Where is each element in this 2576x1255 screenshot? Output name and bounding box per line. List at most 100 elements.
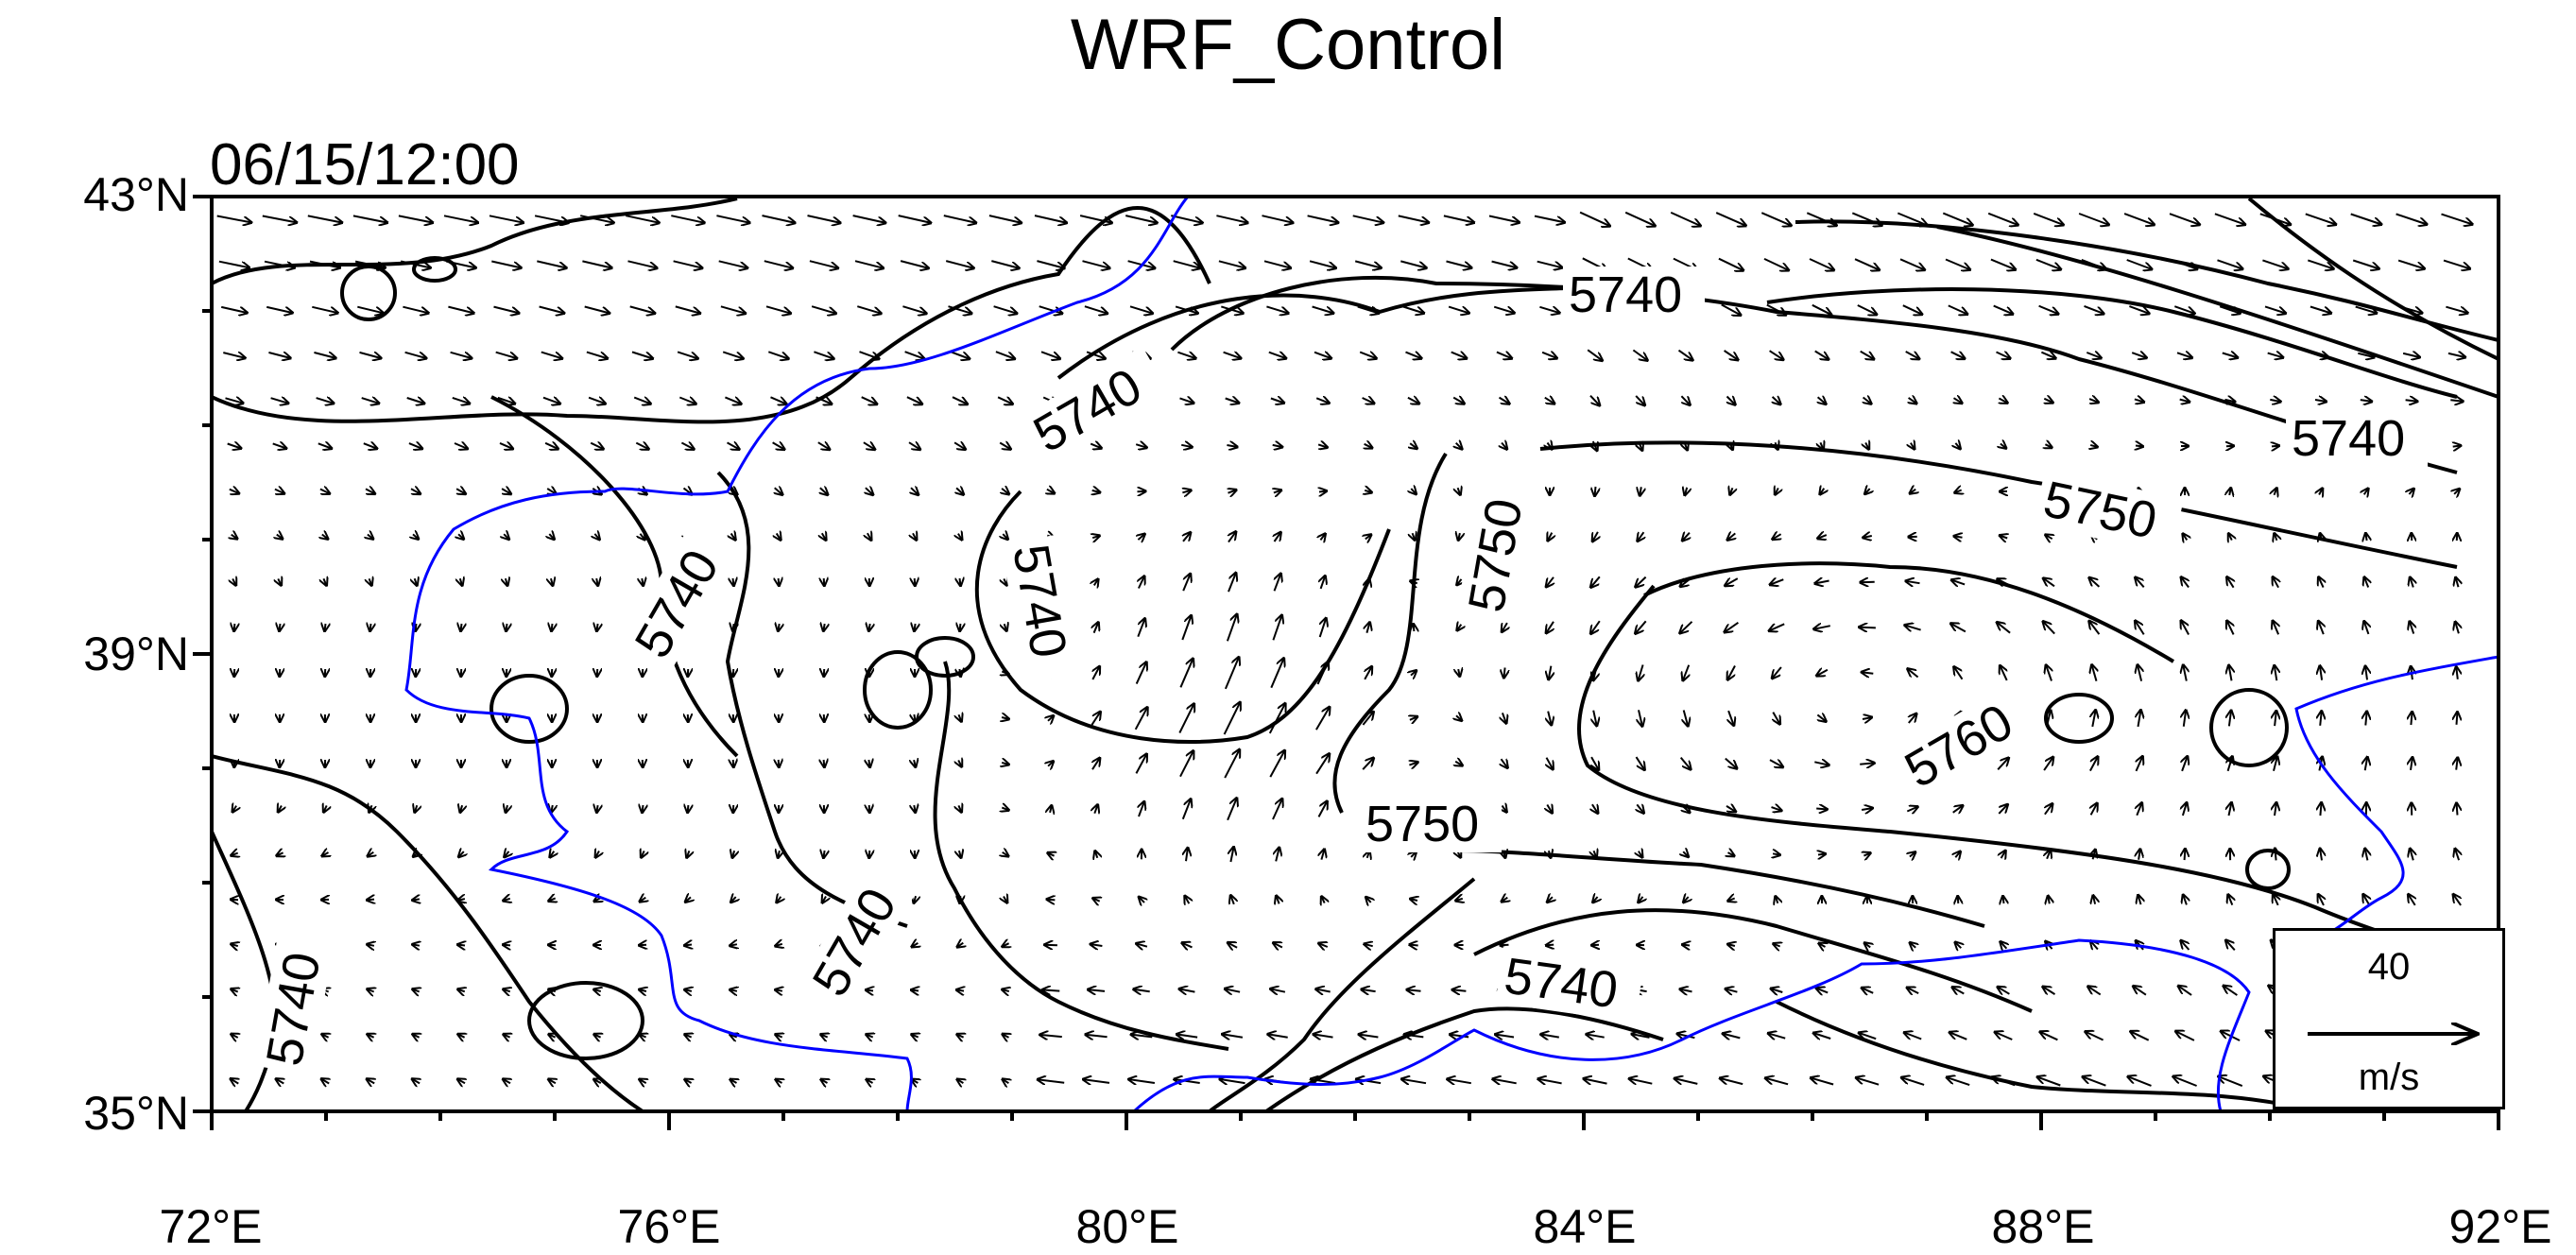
wind-vector-arrow (1855, 259, 1880, 270)
wind-vector-arrow (1458, 488, 1461, 495)
wind-vector-arrow (1671, 213, 1701, 226)
wind-vector-arrow (2268, 353, 2284, 358)
wind-vector-arrow (777, 533, 781, 540)
wind-vector-arrow (1400, 261, 1426, 267)
wind-vector-arrow (775, 1034, 781, 1037)
wind-vector-arrow (1456, 443, 1463, 450)
contour-line (212, 208, 1210, 421)
wind-vector-arrow (632, 352, 653, 359)
wind-vector-arrow (1997, 622, 2010, 632)
wind-vector-arrow (812, 306, 836, 314)
wind-vector-arrow (1816, 809, 1828, 810)
wind-vector-arrow (866, 990, 873, 991)
wind-vector-arrow (275, 490, 284, 494)
wind-vector-arrow (2226, 576, 2233, 587)
wind-vector-arrow (321, 1034, 328, 1038)
wind-vector-arrow (415, 805, 418, 813)
wind-vector-arrow (2085, 1032, 2103, 1040)
wind-vector-arrow (1222, 1034, 1243, 1037)
wind-vector-arrow (684, 1079, 691, 1083)
wind-vector-arrow (915, 578, 916, 586)
contour-line (212, 832, 276, 1111)
wind-vector-arrow (231, 853, 237, 856)
wind-vector-arrow (1094, 622, 1099, 632)
wind-vector-arrow (2411, 712, 2412, 725)
contour-label: 5750 (1458, 494, 1534, 616)
contour-label: 5740 (1002, 541, 1077, 662)
wind-vector-arrow (1413, 533, 1416, 541)
wind-vector-arrow (496, 352, 518, 359)
wind-vector-arrow (540, 307, 565, 314)
wind-vector-arrow (951, 352, 970, 359)
wind-vector-arrow (991, 261, 1019, 268)
wind-vector-arrow (1943, 214, 1972, 226)
wind-vector-arrow (1863, 398, 1872, 404)
wind-vector-arrow (1503, 806, 1507, 813)
wind-vector-arrow (1266, 306, 1288, 313)
wind-vector-arrow (996, 352, 1015, 359)
wind-vector-arrow (643, 805, 644, 813)
wind-vector-arrow (1363, 758, 1374, 769)
wind-vector-arrow (1679, 351, 1693, 361)
wind-vector-arrow (1353, 215, 1384, 222)
reference-vector-legend: 40 m/s (2273, 928, 2505, 1109)
wind-vector-arrow (232, 535, 238, 540)
wind-vector-arrow (1456, 715, 1462, 720)
wind-vector-arrow (1458, 669, 1460, 677)
wind-vector-arrow (1772, 807, 1782, 811)
geopotential-contours (212, 198, 2499, 1111)
wind-vector-arrow (639, 1079, 645, 1083)
wind-vector-arrow (1725, 623, 1739, 632)
wind-vector-arrow (369, 578, 372, 585)
wind-vector-arrow (1590, 396, 1600, 406)
wind-vector-arrow (2092, 710, 2095, 727)
wind-vector-arrow (2184, 710, 2186, 726)
wind-vector-arrow (946, 261, 974, 268)
wind-vector-arrow (221, 307, 248, 313)
wind-vector-arrow (2228, 533, 2232, 540)
wind-vector-arrow (1862, 672, 1874, 674)
wind-vector-arrow (1998, 758, 2009, 770)
wind-vector-arrow (1275, 574, 1281, 592)
wind-vector-arrow (636, 443, 648, 450)
wind-vector-arrow (2085, 306, 2104, 314)
wind-vector-arrow (1316, 398, 1330, 403)
wind-vector-arrow (2043, 987, 2055, 994)
wind-vector-arrow (684, 989, 692, 991)
wind-vector-arrow (1182, 943, 1193, 948)
wind-vector-arrow (1910, 852, 1915, 857)
wind-vector-arrow (1906, 581, 1920, 583)
wind-vector-arrow (824, 578, 825, 586)
wind-vector-arrow (1320, 618, 1327, 637)
wind-vector-arrow (2182, 756, 2188, 771)
wind-vector-arrow (1595, 487, 1596, 496)
wind-vector-arrow (2090, 756, 2098, 770)
wind-vector-arrow (728, 442, 740, 449)
wind-vector-arrow (353, 215, 387, 222)
wind-vector-arrow (1592, 532, 1598, 542)
wind-vector-arrow (1094, 804, 1097, 813)
wind-vector-arrow (1003, 1034, 1009, 1038)
wind-vector-arrow (2274, 756, 2277, 770)
wind-vector-arrow (317, 398, 335, 404)
wind-vector-arrow (1315, 989, 1330, 992)
wind-vector-arrow (2318, 894, 2324, 905)
wind-vector-arrow (2225, 940, 2235, 951)
wind-vector-field (217, 213, 2473, 1087)
wind-vector-arrow (271, 398, 289, 404)
wind-vector-arrow (778, 851, 780, 858)
wind-vector-arrow (674, 261, 703, 267)
wind-vector-arrow (1911, 443, 1915, 450)
wind-vector-arrow (1952, 988, 1965, 994)
wind-vector-arrow (1503, 668, 1504, 679)
wind-vector-arrow (642, 578, 643, 586)
wind-vector-arrow (2306, 214, 2336, 224)
wind-vector-arrow (1085, 306, 1108, 314)
wind-vector-arrow (273, 443, 287, 448)
wind-vector-arrow (1727, 899, 1734, 902)
wind-vector-arrow (2128, 1076, 2152, 1086)
wind-vector-arrow (1640, 487, 1641, 495)
wind-vector-arrow (2229, 802, 2232, 816)
wind-vector-arrow (902, 306, 926, 314)
wind-vector-arrow (1492, 262, 1518, 268)
